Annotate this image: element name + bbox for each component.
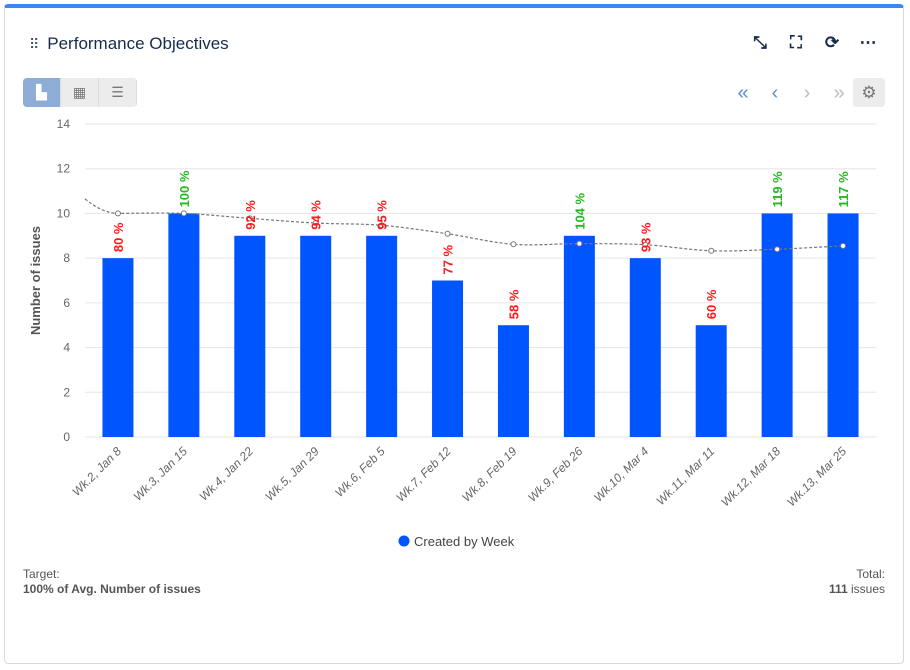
target-point xyxy=(114,210,121,217)
data-label: 60 % xyxy=(704,289,719,319)
x-tick-label: Wk.11, Mar 11 xyxy=(654,444,718,508)
data-label: 77 % xyxy=(441,244,456,274)
bar xyxy=(497,325,529,437)
first-page-icon[interactable]: « xyxy=(737,82,749,104)
target-point xyxy=(642,241,649,248)
y-tick-label: 0 xyxy=(63,430,70,444)
target-point xyxy=(180,210,187,217)
data-label: 94 % xyxy=(309,200,324,230)
total-unit: issues xyxy=(850,582,885,596)
x-tick-label: Wk.3, Jan 15 xyxy=(131,444,191,504)
target-value: 100% of Avg. Number of issues xyxy=(23,582,201,596)
y-tick-label: 4 xyxy=(63,341,70,355)
bar xyxy=(366,235,398,437)
target-info: Target: 100% of Avg. Number of issues xyxy=(23,567,201,597)
target-point xyxy=(510,241,517,248)
x-tick-label: Wk.7, Feb 12 xyxy=(393,444,454,505)
y-tick-label: 8 xyxy=(63,251,70,265)
bar xyxy=(827,213,859,437)
bar xyxy=(102,258,134,437)
target-point xyxy=(378,222,385,229)
target-point xyxy=(444,230,451,237)
data-label: 93 % xyxy=(638,222,653,252)
total-label: Total: xyxy=(856,567,885,581)
x-tick-label: Wk.12, Mar 18 xyxy=(718,444,783,509)
target-point xyxy=(708,247,715,254)
prev-page-icon[interactable]: ‹ xyxy=(771,82,779,104)
x-tick-label: Wk.2, Jan 8 xyxy=(69,444,124,499)
data-label: 92 % xyxy=(243,200,258,230)
bar xyxy=(563,235,595,437)
target-point xyxy=(312,220,319,227)
data-label: 58 % xyxy=(506,289,521,319)
target-point xyxy=(774,246,781,253)
legend-label: Created by Week xyxy=(414,534,515,549)
data-label: 104 % xyxy=(572,192,587,229)
drag-handle-icon[interactable]: ⠿ xyxy=(29,35,39,52)
collapse-icon[interactable]: ⤡ xyxy=(753,33,767,52)
fullscreen-icon[interactable]: ⛶ xyxy=(790,33,802,52)
legend-marker xyxy=(398,535,410,547)
y-tick-label: 10 xyxy=(57,206,71,220)
bar xyxy=(629,258,661,437)
bar xyxy=(432,280,464,437)
view-switcher: ▙ ▦ ☰ xyxy=(23,78,137,107)
data-label: 80 % xyxy=(111,222,126,252)
table-view-icon[interactable]: ▦ xyxy=(61,78,99,107)
target-point xyxy=(576,240,583,247)
y-tick-label: 2 xyxy=(63,385,70,399)
x-tick-label: Wk.6, Feb 5 xyxy=(332,444,388,500)
y-tick-label: 12 xyxy=(57,162,71,176)
data-label: 117 % xyxy=(836,171,851,208)
target-label: Target: xyxy=(23,567,60,581)
list-view-icon[interactable]: ☰ xyxy=(99,78,137,107)
data-label: 119 % xyxy=(770,171,785,208)
data-label: 95 % xyxy=(375,200,390,230)
x-tick-label: Wk.13, Mar 25 xyxy=(784,444,849,509)
last-page-icon: » xyxy=(833,82,845,104)
refresh-icon[interactable]: ⟳ xyxy=(824,33,840,52)
y-tick-label: 14 xyxy=(57,117,71,131)
target-point xyxy=(840,242,847,249)
chart-view-icon[interactable]: ▙ xyxy=(23,78,61,107)
x-tick-label: Wk.5, Jan 29 xyxy=(262,444,322,504)
bar xyxy=(168,213,200,437)
bar xyxy=(695,325,727,437)
gadget-card: ⠿ Performance Objectives ⤡ ⛶ ⟳ ⋯ ▙ ▦ ☰ «… xyxy=(4,4,904,664)
y-tick-label: 6 xyxy=(63,296,70,310)
next-page-icon: › xyxy=(803,82,811,104)
x-tick-label: Wk.10, Mar 4 xyxy=(591,444,652,505)
total-value: 111 xyxy=(828,582,848,596)
data-label: 100 % xyxy=(177,170,192,207)
gadget-title: Performance Objectives xyxy=(47,34,229,53)
bar xyxy=(300,235,332,437)
x-tick-label: Wk.8, Feb 19 xyxy=(459,444,520,505)
target-point xyxy=(246,215,253,222)
bar xyxy=(234,235,266,437)
y-axis-title: Number of issues xyxy=(28,226,43,335)
more-icon[interactable]: ⋯ xyxy=(859,33,877,52)
x-tick-label: Wk.9, Feb 26 xyxy=(525,444,586,505)
x-tick-label: Wk.4, Jan 22 xyxy=(196,444,256,504)
total-info: Total: 111 issues xyxy=(829,567,885,597)
gear-icon[interactable]: ⚙ xyxy=(853,78,885,107)
